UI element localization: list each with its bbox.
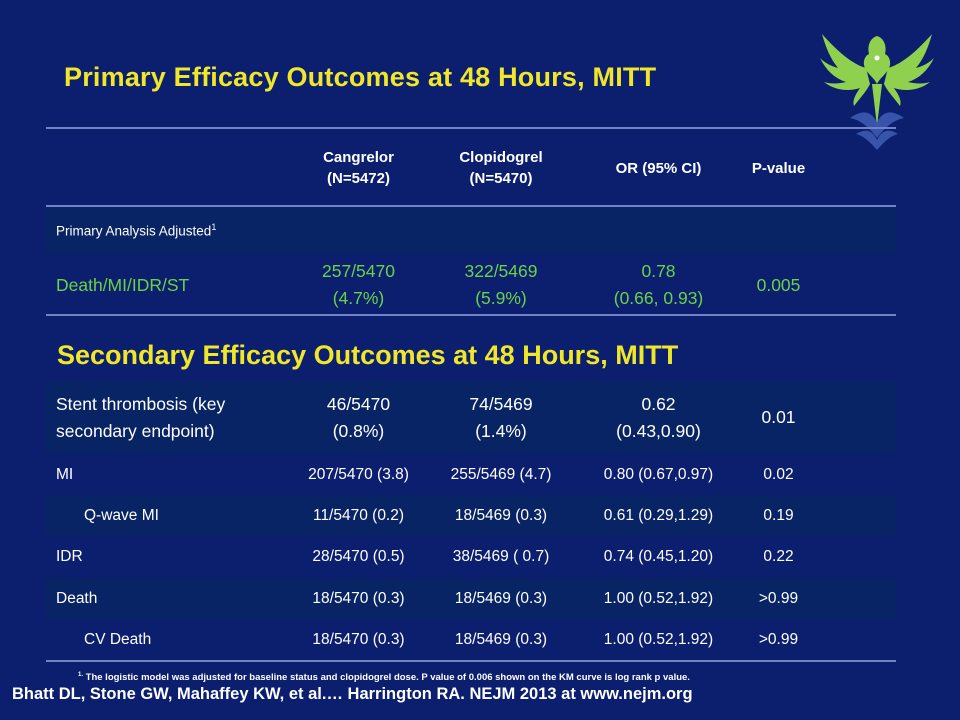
header-clopidogrel: Clopidogrel (N=5470): [426, 147, 576, 189]
primary-bottom-rule: [46, 314, 896, 316]
stent-thrombosis-row: Stent thrombosis (key secondary endpoint…: [46, 381, 896, 454]
header-cangrelor-n: (N=5472): [327, 170, 390, 187]
primary-analysis-label: Primary Analysis Adjusted1: [46, 222, 896, 239]
stent-label-line2: secondary endpoint): [56, 420, 215, 441]
primary-or-ci: (0.66, 0.93): [613, 288, 704, 308]
primary-p-value: 0.005: [756, 274, 801, 295]
table-header-row: Cangrelor (N=5472) Clopidogrel (N=5470) …: [46, 131, 896, 205]
table-top-rule: [46, 127, 896, 129]
row-cangrelor: 11/5470 (0.2): [312, 506, 405, 524]
header-cangrelor: Cangrelor (N=5472): [291, 147, 426, 189]
table-row: CV Death 18/5470 (0.3) 18/5469 (0.3) 1.0…: [46, 619, 896, 660]
primary-analysis-row: Primary Analysis Adjusted1: [46, 207, 896, 254]
header-clopidogrel-n: (N=5470): [469, 170, 533, 187]
secondary-bottom-rule: [46, 660, 896, 662]
secondary-title: Secondary Efficacy Outcomes at 48 Hours,…: [57, 340, 679, 370]
header-bottom-rule: [46, 205, 896, 207]
row-p: 0.02: [763, 465, 794, 483]
row-p: >0.99: [758, 630, 799, 648]
row-p: >0.99: [758, 589, 799, 607]
primary-cangrelor-count: 257/5470: [322, 261, 395, 281]
row-clopidogrel: 38/5469 ( 0.7): [452, 548, 550, 565]
row-or: 1.00 (0.52,1.92): [603, 630, 714, 648]
table-row: Q-wave MI 11/5470 (0.2) 18/5469 (0.3) 0.…: [46, 495, 896, 536]
row-label: CV Death: [84, 630, 152, 648]
row-p: 0.22: [763, 548, 794, 565]
row-or: 1.00 (0.52,1.92): [603, 589, 714, 607]
stent-or-value: 0.62 (0.43,0.90): [576, 391, 741, 445]
row-p: 0.19: [763, 506, 794, 524]
stent-cangrelor-pct: (0.8%): [332, 420, 385, 441]
citation: Bhatt DL, Stone GW, Mahaffey KW, et al.……: [12, 685, 693, 703]
stent-or-estimate: 0.62: [641, 393, 676, 414]
primary-clopidogrel-pct: (5.9%): [475, 288, 527, 308]
row-cangrelor: 18/5470 (0.3): [312, 589, 405, 607]
row-or: 0.74 (0.45,1.20): [603, 548, 714, 565]
stent-cangrelor-count: 46/5470: [326, 393, 391, 414]
row-cangrelor: 18/5470 (0.3): [312, 630, 405, 648]
row-clopidogrel: 255/5469 (4.7): [450, 465, 552, 483]
primary-or-value: 0.78 (0.66, 0.93): [576, 258, 741, 312]
header-cangrelor-name: Cangrelor: [323, 149, 394, 166]
row-cangrelor: 28/5470 (0.5): [312, 548, 405, 565]
table-row: MI 207/5470 (3.8) 255/5469 (4.7) 0.80 (0…: [46, 454, 896, 495]
header-p-value: P-value: [751, 159, 806, 177]
header-clopidogrel-name: Clopidogrel: [459, 149, 543, 166]
stent-cangrelor-value: 46/5470 (0.8%): [291, 391, 426, 445]
primary-endpoint-label: Death/MI/IDR/ST: [56, 274, 190, 295]
row-label: Q-wave MI: [84, 506, 159, 524]
primary-clopidogrel-value: 322/5469 (5.9%): [426, 258, 576, 312]
header-or: OR (95% CI): [615, 159, 702, 177]
primary-cangrelor-pct: (4.7%): [332, 288, 385, 308]
stent-p-value: 0.01: [761, 407, 796, 427]
primary-analysis-text: Primary Analysis Adjusted: [56, 223, 212, 239]
row-clopidogrel: 18/5469 (0.3): [454, 630, 548, 648]
row-or: 0.61 (0.29,1.29): [603, 506, 714, 524]
primary-cangrelor-value: 257/5470 (4.7%): [291, 258, 426, 312]
stent-clopidogrel-count: 74/5469: [469, 393, 533, 414]
stent-clopidogrel-value: 74/5469 (1.4%): [426, 391, 576, 445]
stent-label-line1: Stent thrombosis (key: [56, 393, 226, 414]
primary-clopidogrel-count: 322/5469: [464, 261, 538, 281]
primary-analysis-sup: 1: [211, 222, 217, 233]
row-label: MI: [56, 465, 74, 483]
row-clopidogrel: 18/5469 (0.3): [454, 506, 548, 524]
row-clopidogrel: 18/5469 (0.3): [454, 589, 548, 607]
footnote: 1. The logistic model was adjusted for b…: [78, 672, 690, 683]
page-title: Primary Efficacy Outcomes at 48 Hours, M…: [64, 62, 657, 92]
footnote-text: The logistic model was adjusted for base…: [85, 672, 690, 684]
phoenix-bird-logo-icon: [820, 34, 934, 150]
stent-clopidogrel-pct: (1.4%): [475, 420, 527, 441]
table-row: IDR 28/5470 (0.5) 38/5469 ( 0.7) 0.74 (0…: [46, 536, 896, 578]
row-label: Death: [56, 589, 98, 607]
row-label: IDR: [56, 548, 83, 565]
row-cangrelor: 207/5470 (3.8): [308, 465, 409, 483]
table-row: Death 18/5470 (0.3) 18/5469 (0.3) 1.00 (…: [46, 578, 896, 619]
stent-or-ci: (0.43,0.90): [616, 420, 701, 441]
row-or: 0.80 (0.67,0.97): [603, 465, 714, 483]
footnote-marker: 1.: [78, 672, 84, 678]
stent-thrombosis-label: Stent thrombosis (key secondary endpoint…: [46, 391, 291, 445]
primary-endpoint-row: Death/MI/IDR/ST 257/5470 (4.7%) 322/5469…: [46, 256, 896, 314]
primary-or-estimate: 0.78: [641, 261, 676, 281]
